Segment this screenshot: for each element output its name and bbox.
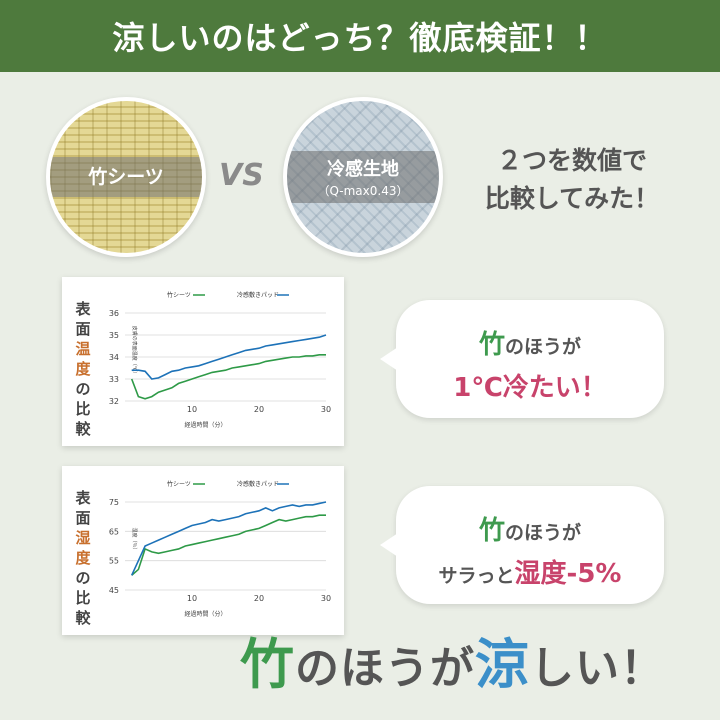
x-tick-label: 20 <box>254 405 264 414</box>
temperature-chart-card: 表 面 温 度 の 比 較 竹シーツ 冷感敷きパッド 32 33 34 35 36 10 20 3… <box>62 277 344 446</box>
page-title: 涼しいのはどっち？徹底検証！！ <box>0 0 720 72</box>
humidity-result-bubble: 竹のほうが サラっと湿度-5% <box>380 486 664 604</box>
x-tick-label: 20 <box>254 594 264 603</box>
humidity-chart-card: 表 面 湿 度 の 比 較 竹シーツ 冷感敷きパッド 45 55 65 75 10 20 30 経… <box>62 466 344 635</box>
intro-line-2: 比較してみた！ <box>484 184 660 213</box>
bubble-rest: のほうが <box>505 522 582 544</box>
intro-text: ２つを数値で 比較してみた！ <box>472 142 672 218</box>
conclusion-strong-2: 涼 <box>475 633 530 696</box>
temperature-result-bubble: 竹のほうが 1℃冷たい！ <box>380 300 664 418</box>
y-tick-label: 36 <box>109 309 119 318</box>
series-line <box>130 354 326 400</box>
legend-label: 竹シーツ <box>167 291 191 299</box>
conclusion-end: しい！ <box>530 643 665 694</box>
series-line <box>130 501 327 576</box>
side-char: 面 <box>75 509 91 527</box>
bubble-strong: 湿度-5% <box>514 559 622 589</box>
humidity-side-label: 表 面 湿 度 の 比 較 <box>72 488 94 628</box>
x-axis-label: 経過時間（分） <box>184 610 226 618</box>
legend-label: 竹シーツ <box>167 480 191 488</box>
bubble-strong: 竹 <box>478 330 505 360</box>
side-char: 温 <box>75 340 91 358</box>
bubble-line-2: 1℃冷たい！ <box>453 373 607 403</box>
side-char: 較 <box>75 609 91 627</box>
x-tick-label: 30 <box>321 405 331 414</box>
bubble-line-1: 竹のほうが <box>396 324 664 361</box>
y-tick-label: 75 <box>109 498 119 507</box>
y-tick-label: 55 <box>109 557 119 566</box>
conclusion-mid: のほうが <box>295 643 475 694</box>
vs-label: VS <box>219 158 264 193</box>
x-tick-label: 10 <box>187 594 197 603</box>
side-char: 較 <box>75 420 91 438</box>
y-tick-label: 45 <box>109 586 119 595</box>
bamboo-sheet-label: 竹シーツ <box>50 157 202 197</box>
y-tick-label: 65 <box>109 527 119 536</box>
side-char: の <box>75 380 91 398</box>
y-axis-label: 湿度（％） <box>131 527 138 552</box>
cool-fabric-title: 冷感生地 <box>327 159 399 180</box>
conclusion-strong-1: 竹 <box>240 633 295 696</box>
y-tick-label: 35 <box>109 331 119 340</box>
x-tick-label: 10 <box>187 405 197 414</box>
series-line <box>131 334 327 380</box>
y-tick-label: 34 <box>109 353 119 362</box>
cool-fabric-label: 冷感生地 （Q-max0.43） <box>287 151 439 203</box>
bubble-strong: 竹 <box>478 516 505 546</box>
intro-line-1: ２つを数値で <box>496 146 647 175</box>
x-tick-label: 30 <box>321 594 331 603</box>
side-char: 度 <box>75 360 91 378</box>
temperature-side-label: 表 面 温 度 の 比 較 <box>72 299 94 439</box>
cool-fabric-image: 冷感生地 （Q-max0.43） <box>283 97 443 257</box>
side-char: 湿 <box>75 529 91 547</box>
side-char: 表 <box>75 300 91 318</box>
y-tick-label: 33 <box>109 375 119 384</box>
legend-label: 冷感敷きパッド <box>237 480 279 488</box>
x-axis-label: 経過時間（分） <box>184 421 226 429</box>
y-axis-label: 皮膚の表面温度（℃） <box>131 326 138 377</box>
side-char: 面 <box>75 320 91 338</box>
cool-fabric-sub: （Q-max0.43） <box>317 184 409 198</box>
bubble-rest: のほうが <box>505 336 582 358</box>
side-char: 比 <box>75 589 91 607</box>
side-char: 度 <box>75 549 91 567</box>
bubble-pre: サラっと <box>438 565 515 587</box>
legend-label: 冷感敷きパッド <box>237 291 279 299</box>
bubble-line-1: 竹のほうが <box>396 510 664 547</box>
side-char: の <box>75 569 91 587</box>
bubble-line-2: サラっと湿度-5% <box>396 553 664 590</box>
temperature-line-chart: 竹シーツ 冷感敷きパッド 32 33 34 35 36 10 20 30 経過時間（分） 皮膚の表面温… <box>109 291 331 429</box>
series-line <box>131 514 326 576</box>
humidity-line-chart: 竹シーツ 冷感敷きパッド 45 55 65 75 10 20 30 経過時間（分） 湿度（％） <box>109 480 331 618</box>
side-char: 表 <box>75 489 91 507</box>
side-char: 比 <box>75 400 91 418</box>
y-tick-label: 32 <box>109 397 119 406</box>
bamboo-sheet-image: 竹シーツ <box>46 97 206 257</box>
conclusion-text: 竹のほうが涼しい！ <box>240 620 665 699</box>
